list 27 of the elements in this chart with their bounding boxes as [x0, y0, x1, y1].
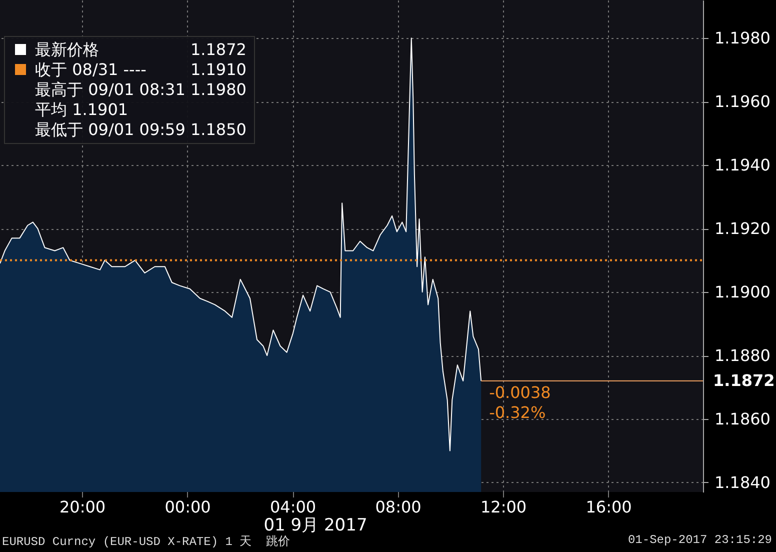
legend-label: 最新价格: [35, 40, 100, 60]
x-tick-label: 08:00: [375, 498, 422, 516]
annotation: 最高于 09/01 08:31 1.1980: [35, 80, 246, 100]
text: 01-Sep-2017 23:15:29: [628, 533, 772, 549]
annotation: -0.0038: [489, 382, 551, 402]
y-tick-label: 1.1880: [714, 346, 770, 366]
text: EURUSD Curncy (EUR-USD X-RATE) 1 天 跳价: [2, 534, 290, 550]
annotation: 平均 1.1901: [35, 100, 130, 120]
y-tick-label: 1.1860: [714, 409, 770, 428]
x-axis-title: 01 9月 2017: [264, 516, 368, 536]
x-tick-label: 00:00: [164, 498, 211, 516]
x-tick-label: 16:00: [586, 498, 632, 516]
annotation: 最低于 09/01 09:59 1.1850: [35, 120, 246, 140]
y-tick-label: 1.1920: [714, 219, 770, 238]
x-tick-label: 20:00: [59, 498, 106, 516]
annotation: 1.1872: [189, 40, 246, 60]
y-tick-label: 1.1840: [714, 472, 770, 492]
annotation: -0.32%: [489, 402, 546, 422]
annotation: 1.1910: [189, 60, 246, 80]
ref-line-label: 1.1872: [713, 370, 775, 390]
legend-label: 收于 08/31 ----: [35, 60, 148, 80]
y-tick-label: 1.1980: [714, 28, 770, 48]
y-tick-label: 1.1960: [714, 92, 770, 112]
x-tick-label: 12:00: [480, 498, 527, 516]
x-tick-label: 04:00: [270, 498, 316, 516]
y-tick-label: 1.1940: [714, 156, 770, 175]
y-tick-label: 1.1900: [714, 282, 770, 302]
